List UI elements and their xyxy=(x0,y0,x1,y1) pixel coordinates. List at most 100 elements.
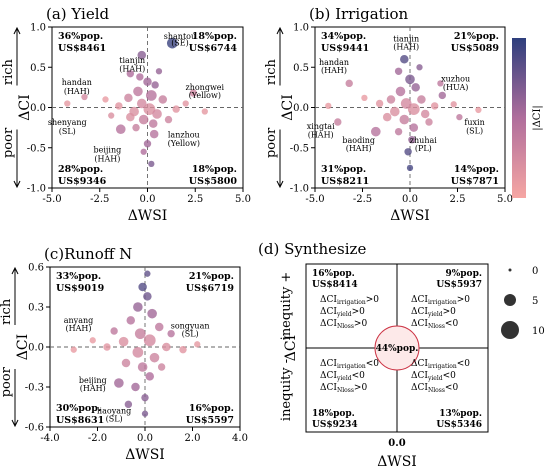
rich-label: rich xyxy=(0,298,14,325)
data-point xyxy=(450,101,457,108)
x-tick-label: -5.0 xyxy=(42,194,61,205)
data-point xyxy=(134,328,146,340)
colorbar: |ΔCI| xyxy=(512,38,543,198)
data-point xyxy=(382,112,392,122)
y-tick-label: -0.5 xyxy=(290,143,309,154)
city-annotation: xuzhou xyxy=(441,75,470,84)
city-annotation: (PL) xyxy=(415,144,432,153)
data-point xyxy=(64,100,71,107)
data-point xyxy=(145,372,154,381)
quadrant-pop: 16%pop. xyxy=(312,269,355,279)
data-point xyxy=(137,50,147,60)
rich-arrowhead xyxy=(276,26,284,35)
quadrant-pop: 14%pop. xyxy=(454,164,499,175)
data-point xyxy=(437,80,444,87)
x-axis-label: ΔWSI xyxy=(377,454,417,470)
quadrant-pop: 34%pop. xyxy=(321,31,366,42)
city-annotation: (HAH) xyxy=(321,66,347,75)
colorbar-label: |ΔCI| xyxy=(532,105,543,131)
city-annotation: (Yellow) xyxy=(168,139,200,148)
quadrant-pop: 18%pop. xyxy=(192,31,237,42)
data-point xyxy=(132,346,144,358)
data-point xyxy=(149,352,160,363)
city-annotation: tianjin xyxy=(119,56,145,65)
x-tick-label: 2.5 xyxy=(450,194,466,205)
data-point xyxy=(136,73,144,81)
x-tick-label: 5.0 xyxy=(235,194,251,205)
city-annotation: zhuhai xyxy=(410,136,437,145)
city-annotation: (HAH) xyxy=(393,43,419,52)
quadrant-pop: 36%pop. xyxy=(58,31,103,42)
data-point xyxy=(136,98,147,109)
quadrant-pop: 18%pop. xyxy=(312,409,355,419)
data-point xyxy=(201,108,208,115)
quadrant-rule: ΔCIyield<0 xyxy=(411,371,456,382)
data-point xyxy=(155,68,163,75)
data-point xyxy=(182,100,189,107)
inequity-plus-label: inequity + xyxy=(279,272,294,341)
quadrant-gdp: US$5937 xyxy=(436,280,482,290)
quadrant-gdp: US$8211 xyxy=(321,176,369,187)
y-tick-label: 0.6 xyxy=(28,263,44,274)
panel-title: (b) Irrigation xyxy=(309,5,409,23)
city-annotation: (HAH) xyxy=(119,64,145,73)
panel-title: (c)Runoff N xyxy=(44,245,132,263)
data-point xyxy=(194,341,201,348)
quadrant-rule: ΔCINloss<0 xyxy=(411,383,458,394)
y-tick-label: 0.0 xyxy=(30,103,46,114)
data-point xyxy=(162,342,171,352)
data-point xyxy=(110,327,118,335)
data-point xyxy=(124,400,133,409)
city-annotation: fuxin xyxy=(464,118,484,127)
data-point xyxy=(361,94,368,101)
city-annotation: xingtai xyxy=(307,122,335,131)
data-point xyxy=(103,343,111,351)
data-point xyxy=(132,123,140,132)
data-point xyxy=(475,106,482,114)
data-point xyxy=(167,329,175,338)
data-point xyxy=(394,67,403,75)
poor-label: poor xyxy=(1,127,16,158)
data-point xyxy=(411,83,420,92)
colorbar-rect xyxy=(512,38,526,198)
x-tick-label: 2.0 xyxy=(185,433,201,444)
size-legend-label: 5 xyxy=(532,296,538,307)
rich-arrowhead xyxy=(11,266,19,275)
quadrant-pop: 13%pop. xyxy=(439,409,482,419)
data-point xyxy=(121,358,131,368)
y-tick-label: 0.0 xyxy=(28,343,44,354)
quadrant-gdp: US$5089 xyxy=(451,43,500,54)
data-point xyxy=(164,115,173,124)
data-point xyxy=(409,123,419,132)
city-annotation: (SL) xyxy=(182,329,199,338)
data-point xyxy=(345,79,353,88)
city-annotation: beijing xyxy=(79,376,107,385)
size-legend-circle xyxy=(508,268,512,272)
data-point xyxy=(115,124,126,135)
size-legend-label: 0 xyxy=(532,266,538,277)
x-tick-label: 0.0 xyxy=(137,433,153,444)
quadrant-gdp: US$5800 xyxy=(189,176,238,187)
data-point xyxy=(179,345,187,354)
panel-4: (d) Synthesize 44%pop. 16%pop.US$8414 ΔCIir… xyxy=(258,240,489,470)
city-annotation: baoding xyxy=(342,136,375,145)
data-point xyxy=(406,164,414,172)
quadrant-rule: ΔCIirrigation<0 xyxy=(411,359,470,370)
city-annotation: (SE) xyxy=(171,39,189,48)
quadrant-gdp: US$9346 xyxy=(58,176,107,187)
x-axis-label: ΔWSI xyxy=(125,447,165,463)
center-label: 44%pop. xyxy=(376,344,419,354)
y-tick-label: -0.3 xyxy=(25,383,44,394)
quadrant-rule: ΔCIirrigation<0 xyxy=(320,359,379,370)
y-axis-label: ΔCI xyxy=(283,335,299,361)
city-annotation: (HAH) xyxy=(80,384,106,393)
inequity-minus-label: inequity - xyxy=(279,359,294,421)
x-tick-label: 0.0 xyxy=(140,194,156,205)
quadrant-gdp: US$9441 xyxy=(321,43,369,54)
data-point xyxy=(147,308,157,319)
data-point xyxy=(416,64,423,71)
rich-label: rich xyxy=(1,58,16,85)
data-point xyxy=(386,95,396,104)
city-annotation: (HAH) xyxy=(66,324,92,333)
data-point xyxy=(149,129,159,139)
